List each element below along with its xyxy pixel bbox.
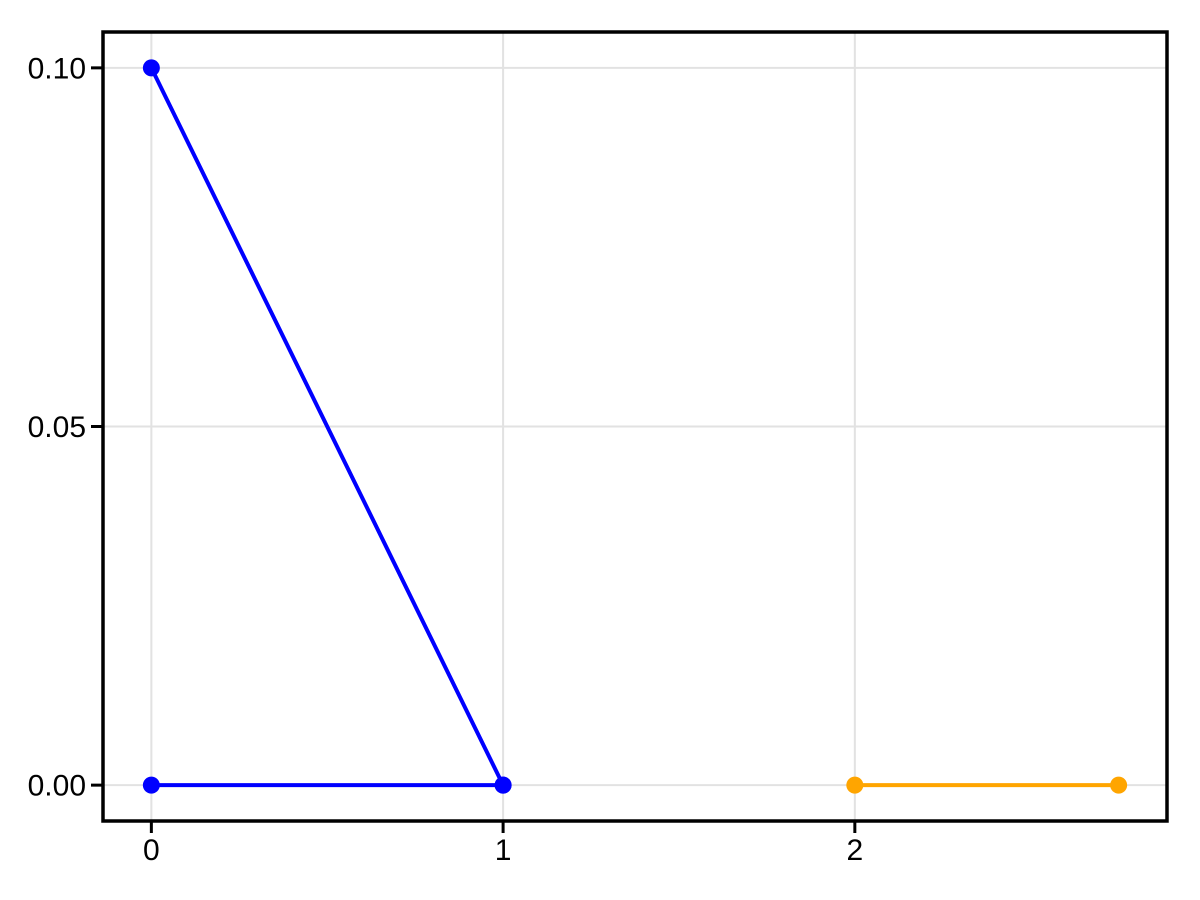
y-tick-label: 0.10 <box>28 52 86 85</box>
data-point-blue-segment-upper <box>142 59 160 77</box>
axis-tick-labels: 0 1 2 0.00 0.05 0.10 <box>28 52 864 867</box>
y-tick-label: 0.05 <box>28 411 86 444</box>
axis-ticks <box>91 66 857 833</box>
data-point-orange-segment <box>1110 776 1128 794</box>
gridlines <box>103 32 1167 821</box>
data-point-blue-segment-lower <box>142 776 160 794</box>
series-layer <box>142 59 1128 794</box>
series-line-blue-segment-upper <box>149 65 506 788</box>
x-tick-label: 1 <box>495 834 512 867</box>
data-point-orange-segment <box>846 776 864 794</box>
data-point-blue-segment-lower <box>494 776 512 794</box>
x-tick-label: 2 <box>846 834 863 867</box>
y-tick-label: 0.00 <box>28 770 86 803</box>
x-tick-label: 0 <box>143 834 160 867</box>
